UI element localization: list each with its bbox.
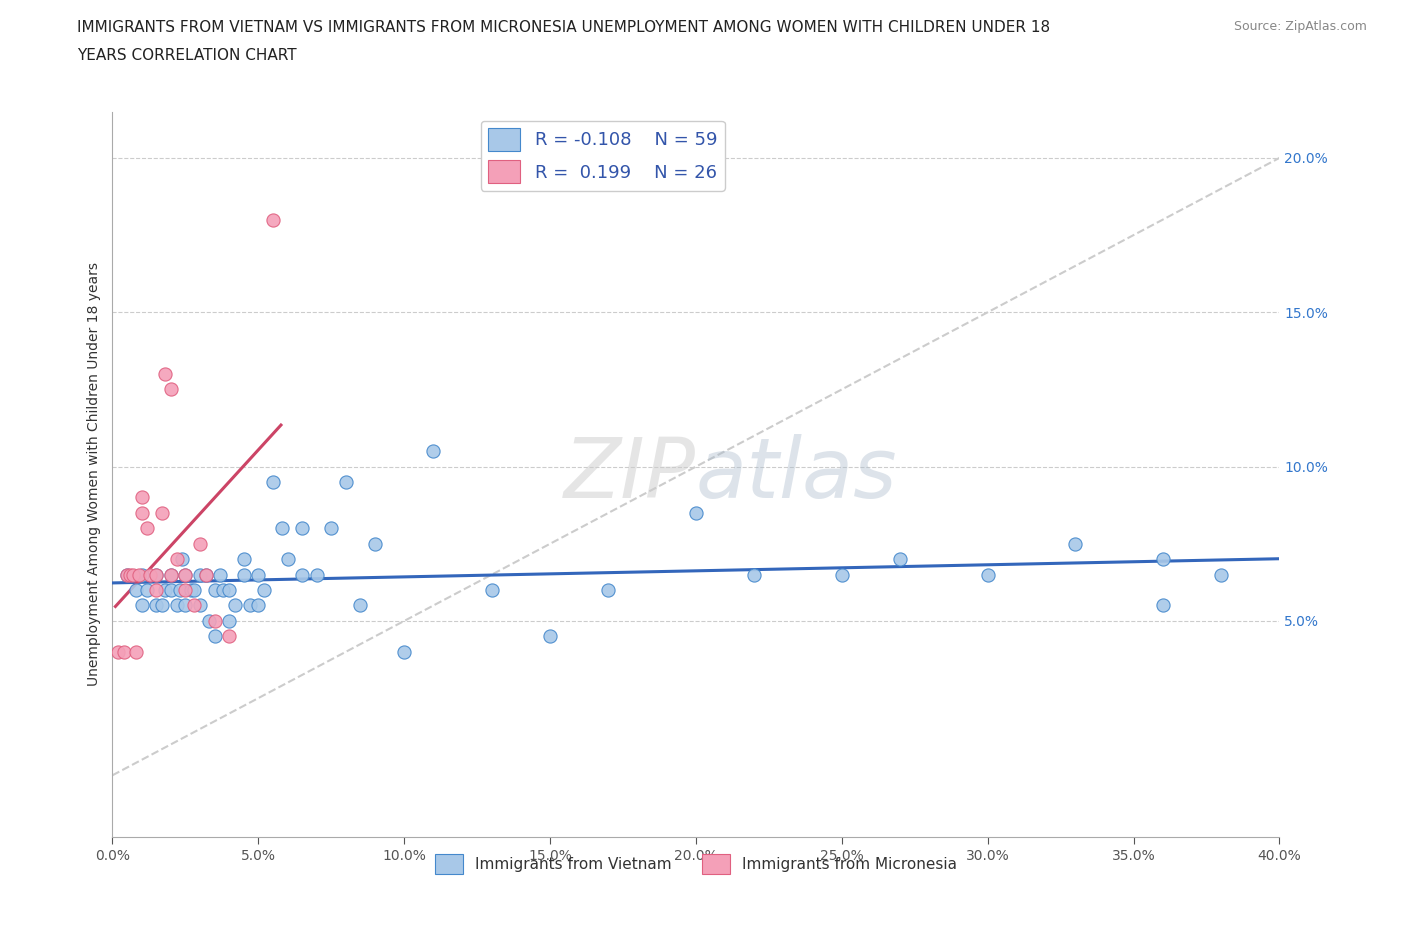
Point (160, 567, 183, 582)
Point (742, 567, 765, 582)
Point (172, 551, 194, 566)
Point (166, 598, 188, 613)
Point (183, 598, 205, 613)
Point (174, 582, 197, 597)
Point (174, 598, 197, 613)
Point (160, 382, 183, 397)
Point (122, 567, 145, 582)
Point (481, 582, 503, 597)
Point (218, 629, 240, 644)
Point (145, 598, 167, 613)
Point (976, 567, 998, 582)
Point (212, 582, 235, 597)
Point (188, 537, 211, 551)
Point (145, 582, 167, 597)
Point (115, 567, 138, 582)
Point (139, 567, 162, 582)
Point (153, 582, 176, 597)
Point (239, 598, 262, 613)
Point (131, 567, 153, 582)
Point (204, 629, 226, 644)
Point (224, 598, 246, 613)
Point (131, 505, 153, 520)
Point (194, 567, 217, 582)
Point (1209, 567, 1232, 582)
Point (150, 598, 173, 613)
Point (160, 567, 183, 582)
Point (197, 614, 219, 629)
Point (422, 444, 444, 458)
Point (204, 614, 226, 629)
Point (188, 598, 211, 613)
Point (204, 582, 226, 597)
Legend: Immigrants from Vietnam, Immigrants from Micronesia: Immigrants from Vietnam, Immigrants from… (429, 848, 963, 880)
Point (262, 212, 284, 227)
Point (169, 582, 191, 597)
Point (107, 644, 129, 659)
Point (174, 567, 197, 582)
Point (166, 551, 188, 566)
Point (253, 582, 276, 597)
Text: atlas: atlas (696, 433, 897, 515)
Point (128, 567, 150, 582)
Point (305, 567, 328, 582)
Text: Source: ZipAtlas.com: Source: ZipAtlas.com (1233, 20, 1367, 33)
Point (188, 567, 211, 582)
Point (889, 551, 911, 566)
Point (291, 521, 314, 536)
Point (1064, 537, 1087, 551)
Point (270, 521, 292, 536)
Text: YEARS CORRELATION CHART: YEARS CORRELATION CHART (77, 48, 297, 63)
Y-axis label: Unemployment Among Women with Children Under 18 years: Unemployment Among Women with Children U… (87, 262, 101, 686)
Point (125, 582, 148, 597)
Point (115, 567, 138, 582)
Point (335, 474, 357, 489)
Point (685, 505, 707, 520)
Point (118, 567, 141, 582)
Point (1152, 551, 1174, 566)
Point (125, 644, 148, 659)
Point (291, 567, 314, 582)
Point (209, 567, 232, 582)
Point (364, 537, 387, 551)
Point (394, 644, 416, 659)
Point (262, 474, 284, 489)
Point (247, 598, 270, 613)
Point (194, 567, 217, 582)
Point (183, 582, 205, 597)
Point (831, 567, 853, 582)
Point (1152, 598, 1174, 613)
Point (218, 582, 240, 597)
Point (174, 567, 197, 582)
Point (276, 551, 298, 566)
Point (145, 567, 167, 582)
Point (321, 521, 343, 536)
Point (145, 567, 167, 582)
Point (150, 505, 173, 520)
Point (232, 551, 254, 566)
Point (160, 582, 183, 597)
Point (131, 598, 153, 613)
Point (180, 582, 202, 597)
Point (538, 629, 561, 644)
Point (247, 567, 270, 582)
Point (112, 644, 135, 659)
Point (131, 490, 153, 505)
Point (349, 598, 371, 613)
Point (218, 614, 240, 629)
Text: IMMIGRANTS FROM VIETNAM VS IMMIGRANTS FROM MICRONESIA UNEMPLOYMENT AMONG WOMEN W: IMMIGRANTS FROM VIETNAM VS IMMIGRANTS FR… (77, 20, 1050, 35)
Point (136, 582, 159, 597)
Point (232, 567, 254, 582)
Point (153, 366, 176, 381)
Text: ZIP: ZIP (564, 433, 696, 515)
Point (136, 521, 159, 536)
Point (598, 582, 620, 597)
